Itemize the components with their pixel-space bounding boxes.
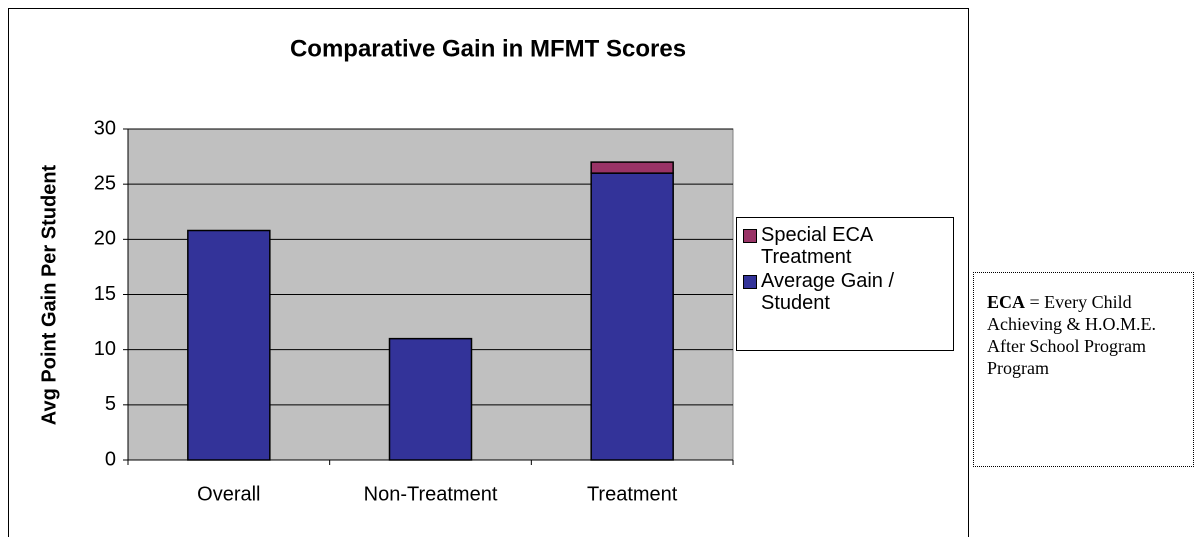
- legend-entry: Average Gain / Student: [743, 270, 947, 314]
- legend-label: Average Gain / Student: [761, 270, 895, 314]
- annotation-term: ECA: [987, 292, 1026, 312]
- legend-swatch: [743, 229, 757, 243]
- marks: 0 5 10 15 20 25 30 Overall Non-Treatment Treatmen…: [94, 117, 734, 505]
- legend: Special ECA Treatment Average Gain / Stud…: [736, 217, 954, 351]
- x-tick-label: Treatment: [587, 483, 678, 505]
- legend-entry: Special ECA Treatment: [743, 224, 947, 268]
- y-axis-label: Avg Point Gain Per Student: [38, 164, 60, 425]
- legend-swatch: [743, 275, 757, 289]
- annotation-text: = Every Child Achieving & H.O.M.E. After…: [987, 292, 1156, 378]
- bar-segment: [590, 161, 674, 174]
- bar-segment: [590, 172, 674, 461]
- y-tick-label: 20: [94, 228, 116, 250]
- bar-segment: [187, 229, 271, 461]
- y-tick-label: 0: [105, 448, 116, 470]
- chart-title: Comparative Gain in MFMT Scores: [290, 35, 686, 62]
- y-tick-label: 25: [94, 172, 116, 194]
- y-tick-label: 10: [94, 338, 116, 360]
- x-tick-label: Overall: [197, 483, 260, 505]
- x-tick-label: Non-Treatment: [364, 483, 498, 505]
- y-tick-label: 30: [94, 117, 116, 139]
- annotation: ECA = Every Child Achieving & H.O.M.E. A…: [973, 272, 1194, 467]
- y-tick-label: 5: [105, 393, 116, 415]
- y-tick-label: 15: [94, 283, 116, 305]
- bar-segment: [388, 337, 473, 461]
- legend-label: Special ECA Treatment: [761, 224, 873, 268]
